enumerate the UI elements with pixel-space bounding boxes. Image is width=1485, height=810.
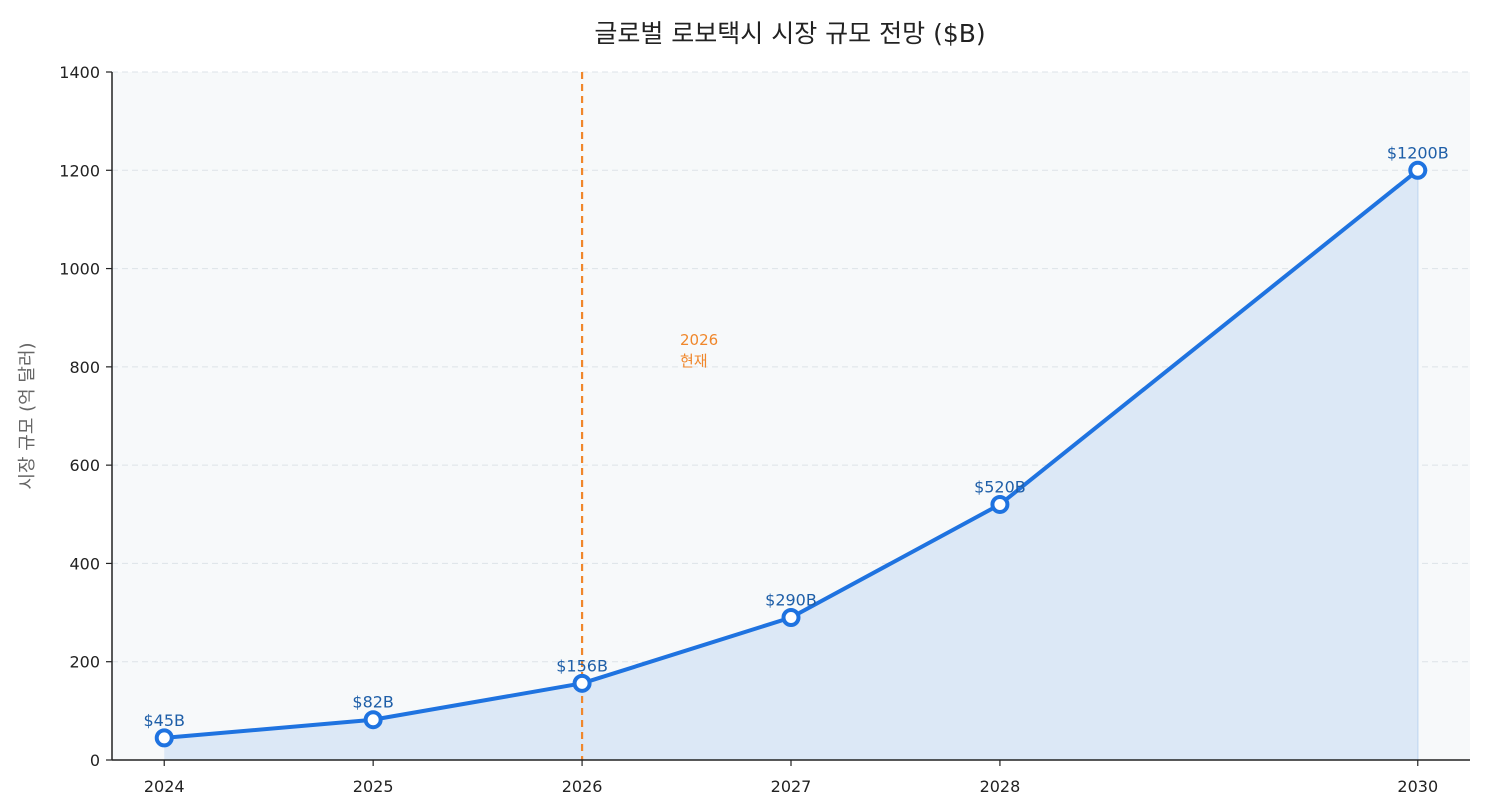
y-tick-label-1000: 1000 xyxy=(59,260,100,279)
x-tick-label-2027: 2027 xyxy=(771,777,812,796)
x-tick-label-2028: 2028 xyxy=(980,777,1021,796)
x-tick-label-2025: 2025 xyxy=(353,777,394,796)
x-tick-label-2026: 2026 xyxy=(562,777,603,796)
data-point-2027 xyxy=(781,607,801,627)
y-tick-label-0: 0 xyxy=(90,751,100,770)
reference-line-label-now: 현재 xyxy=(680,352,708,370)
y-tick-label-600: 600 xyxy=(69,456,100,475)
data-label-2024: $45B xyxy=(143,711,185,730)
chart-title: 글로벌 로보택시 시장 규모 전망 ($B) xyxy=(594,19,985,48)
y-tick-label-1200: 1200 xyxy=(59,161,100,180)
data-label-2030: $1200B xyxy=(1387,143,1449,162)
y-ticks: 0 200 400 600 800 1000 1200 1400 xyxy=(59,63,112,770)
data-label-2028: $520B xyxy=(974,477,1026,496)
y-tick-label-1400: 1400 xyxy=(59,63,100,82)
data-label-2026: $156B xyxy=(556,656,608,675)
data-point-2026 xyxy=(572,673,592,693)
reference-line-label-year: 2026 xyxy=(680,331,718,349)
data-point-2025 xyxy=(363,710,383,730)
y-tick-label-200: 200 xyxy=(69,653,100,672)
series-group xyxy=(154,160,1428,748)
data-labels: $45B $82B $156B $290B $520B $1200B xyxy=(143,143,1448,730)
data-label-2025: $82B xyxy=(352,693,394,712)
area-fill xyxy=(164,170,1419,761)
x-tick-label-2024: 2024 xyxy=(144,777,185,796)
x-ticks: 2024 2025 2026 2027 2028 2030 xyxy=(144,760,1438,796)
x-tick-label-2030: 2030 xyxy=(1397,777,1438,796)
data-point-2024 xyxy=(154,728,174,748)
series-line xyxy=(162,168,1420,740)
data-label-2027: $290B xyxy=(765,590,817,609)
data-point-2028 xyxy=(990,494,1010,514)
y-tick-label-800: 800 xyxy=(69,358,100,377)
area-fill-path xyxy=(164,170,1418,761)
y-tick-label-400: 400 xyxy=(69,554,100,573)
y-axis-label: 시장 규모 (억 달러) xyxy=(17,342,38,489)
data-point-2030 xyxy=(1408,160,1428,180)
